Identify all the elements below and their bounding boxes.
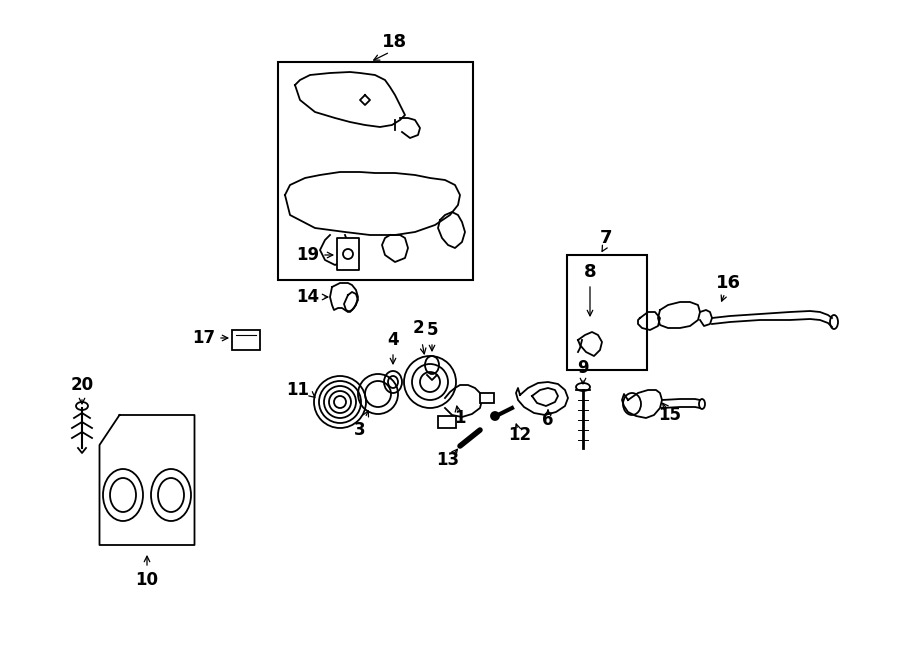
Text: 1: 1 — [454, 409, 466, 427]
Text: 4: 4 — [387, 331, 399, 349]
Text: 2: 2 — [412, 319, 424, 337]
Text: 20: 20 — [70, 376, 94, 394]
Text: 5: 5 — [427, 321, 437, 339]
Text: 12: 12 — [508, 426, 532, 444]
Text: 3: 3 — [355, 421, 365, 439]
Text: 13: 13 — [436, 451, 460, 469]
Text: 18: 18 — [382, 33, 408, 51]
Text: 10: 10 — [136, 571, 158, 589]
Text: 17: 17 — [193, 329, 216, 347]
Text: 16: 16 — [716, 274, 741, 292]
Text: 8: 8 — [584, 263, 597, 281]
Bar — [480, 393, 494, 403]
Bar — [438, 416, 456, 428]
Text: 19: 19 — [296, 246, 320, 264]
Text: 11: 11 — [286, 381, 310, 399]
Bar — [232, 330, 260, 350]
Bar — [567, 255, 647, 370]
Bar — [337, 238, 359, 270]
Ellipse shape — [491, 412, 499, 420]
Text: 9: 9 — [577, 359, 589, 377]
Text: 7: 7 — [599, 229, 612, 247]
Text: 15: 15 — [659, 406, 681, 424]
Text: 14: 14 — [296, 288, 320, 306]
Text: 6: 6 — [542, 411, 554, 429]
Bar — [278, 62, 473, 280]
